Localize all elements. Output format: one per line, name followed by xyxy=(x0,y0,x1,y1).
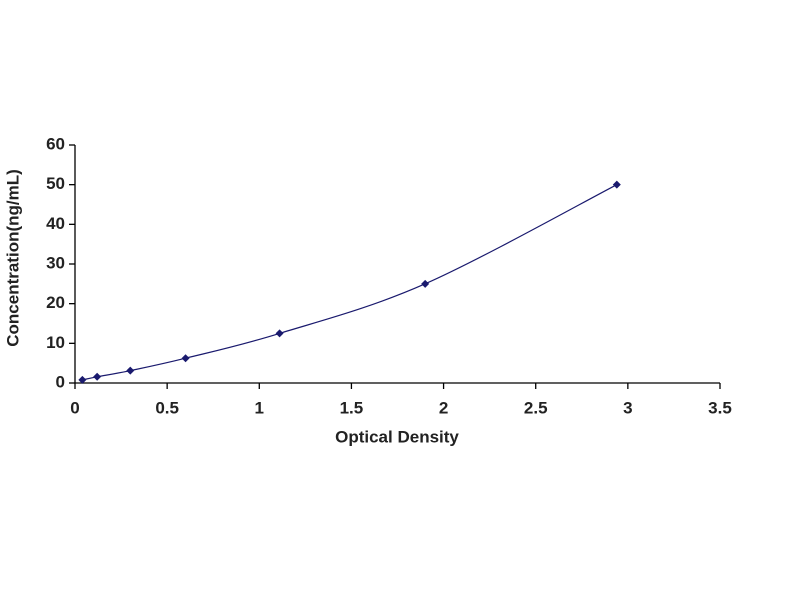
x-tick-label: 2 xyxy=(439,398,448,417)
marker xyxy=(421,279,430,288)
x-axis-label: Optical Density xyxy=(335,427,459,446)
y-tick-label: 60 xyxy=(46,134,65,153)
x-tick-label: 0.5 xyxy=(155,398,179,417)
marker xyxy=(275,329,284,338)
x-tick-label: 0 xyxy=(70,398,79,417)
y-tick-label: 50 xyxy=(46,174,65,193)
x-tick-label: 3 xyxy=(623,398,632,417)
y-tick-label: 20 xyxy=(46,293,65,312)
y-tick-label: 30 xyxy=(46,253,65,272)
x-tick-label: 1.5 xyxy=(340,398,364,417)
marker xyxy=(612,180,621,189)
marker xyxy=(78,375,87,384)
y-axis-label: Concentration(ng/mL) xyxy=(3,169,22,347)
marker xyxy=(181,354,190,363)
marker xyxy=(93,372,102,381)
y-tick-label: 0 xyxy=(56,372,65,391)
y-tick-label: 10 xyxy=(46,333,65,352)
trend-line xyxy=(82,184,618,381)
y-tick-label: 40 xyxy=(46,214,65,233)
x-tick-label: 1 xyxy=(255,398,264,417)
x-tick-label: 3.5 xyxy=(708,398,732,417)
marker xyxy=(126,366,135,375)
x-tick-label: 2.5 xyxy=(524,398,548,417)
